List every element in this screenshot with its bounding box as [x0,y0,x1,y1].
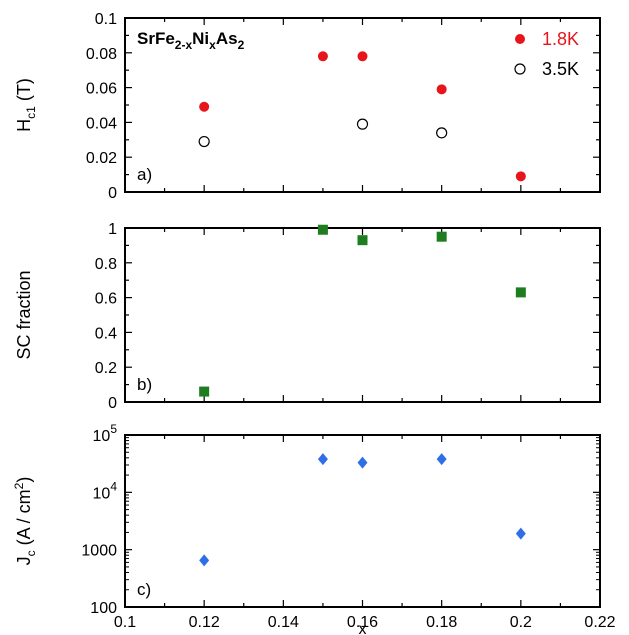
y-tick-label: 0.4 [95,325,117,342]
y-tick-label: 105 [93,422,118,445]
y-tick-label: 100 [90,600,117,617]
y-tick-label: 0.6 [95,291,117,308]
x-axis-label: x [359,621,367,635]
legend: 1.8K 3.5K [514,29,579,79]
y-tick-label: 104 [93,479,118,502]
y-tick-label: 0 [108,395,117,412]
panel-a: 0 0.02 0.04 0.06 0.08 0.1 a) Hc1 (T) SrFe2-xNixA… [14,11,601,202]
panel-label: c) [137,580,151,599]
data-point [199,386,210,397]
x-tick-label: 0.12 [189,614,220,631]
chart-title: SrFe2-xNixAs2 [137,29,245,52]
y-tick-label: 0.1 [95,11,117,28]
data-point [317,453,328,466]
x-tick-label: 0.1 [114,614,136,631]
data-point [515,171,526,182]
y-tick-label: 1000 [81,543,117,560]
legend-label: 1.8K [542,29,579,49]
data-point [436,127,448,139]
panel-b: 0 0.2 0.4 0.6 0.8 1 b) SC fraction [14,221,601,412]
data-point [357,456,368,469]
y-tick-label: 0 [108,185,117,202]
y-tick-label: 0.2 [95,360,117,377]
y-tick-label: 0.06 [86,81,117,98]
data-point [436,84,447,95]
data-point [198,135,210,148]
data-point [515,527,526,540]
panel-label: b) [137,375,152,394]
y-tick-label: 0.8 [95,256,117,273]
x-tick-label: 0.18 [426,614,457,631]
y-tick-label: 0.04 [86,115,117,132]
legend-marker [515,34,525,44]
y-axis-label: SC fraction [14,270,34,359]
plot-frame [124,227,601,403]
legend-label: 3.5K [542,59,579,79]
y-tick-label: 0.02 [86,150,117,167]
x-tick-label: 0.22 [584,614,615,631]
data-point [199,101,210,112]
data-point [357,51,368,62]
x-tick-label: 0.16 [347,614,378,631]
data-point [357,235,368,246]
data-point [436,231,447,242]
y-axis-label: Hc1 (T) [14,78,38,132]
data-point [436,453,447,466]
panel-label: a) [137,165,152,184]
legend-marker [514,63,526,75]
data-point [317,224,328,235]
y-axis-label: Jc (A / cm2) [12,477,38,566]
x-tick-label: 0.2 [510,614,532,631]
data-point [199,554,210,567]
x-tick-label: 0.14 [268,614,299,631]
y-tick-label: 0.08 [86,46,117,63]
y-tick-label: 1 [108,221,117,238]
data-point [356,118,369,130]
data-point [515,287,526,298]
data-point [317,51,328,62]
panel-c: 100 1000 104 105 c) Jc (A / cm2) 0.1 0.12 0.14 0.… [12,422,616,635]
